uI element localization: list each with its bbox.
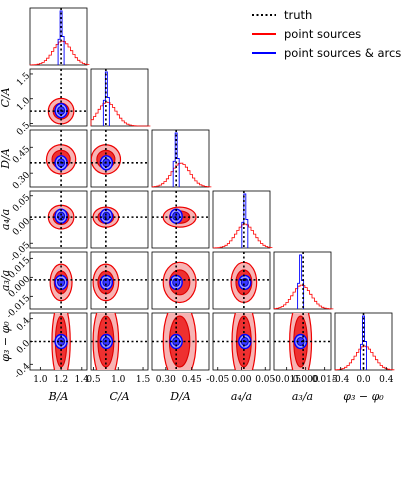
y-tick-label: 0.05 (11, 193, 32, 214)
panel-a-a-vs- (273, 312, 332, 371)
histogram-arcs (172, 132, 180, 187)
histogram-arcs (360, 315, 367, 370)
panel-a-a-vs- (212, 312, 271, 371)
corner-panels: 1.0 1.2 1.4B/A0.5 1.0 1.5C/A0.30 0.45D/A-0.05… (0, 7, 395, 403)
x-tick-label: 1.4 (75, 375, 90, 385)
x-tick-label: -0.4 (332, 375, 350, 385)
contours (230, 261, 258, 304)
y-axis-label: a₃/a (0, 270, 12, 291)
legend-point-sources-label: point sources (284, 27, 361, 41)
panel-d-a-vs- (151, 312, 210, 371)
panel-d-a-vs-a-a (151, 190, 210, 249)
x-tick-label: 0.45 (182, 375, 202, 385)
panel-b-a-vs-a-a (29, 251, 88, 310)
x-tick-label: 0.30 (156, 375, 176, 385)
x-tick-label: 0.05 (255, 375, 275, 385)
x-tick-label: -0.05 (206, 375, 229, 385)
histogram-point-sources (273, 284, 334, 310)
x-tick-label: 1.0 (33, 375, 48, 385)
histogram-arcs (241, 193, 249, 248)
y-tick-label: 0.45 (11, 144, 32, 165)
panel--vs- (334, 312, 395, 371)
histogram-arcs (57, 10, 65, 65)
panel-a-a-vs-a-a (212, 251, 271, 310)
x-tick-label: 0.00 (231, 375, 251, 385)
contours (47, 204, 75, 230)
legend-truth-label: truth (284, 8, 312, 22)
y-axis-label: C/A (0, 87, 12, 107)
contour-arcs-inner (57, 211, 66, 221)
panel-b-a-vs-d-a (29, 129, 88, 188)
x-axis-label: a₃/a (292, 390, 313, 403)
contour-arcs-inner (102, 211, 111, 221)
histogram-arcs (102, 71, 110, 126)
x-axis-label: C/A (109, 390, 129, 403)
panel-b-a-vs-b-a (29, 7, 90, 66)
contours (162, 261, 197, 304)
histogram-point-sources (90, 101, 151, 127)
y-tick-label: -0.4 (13, 361, 33, 381)
panel-b-a-vs-a-a (29, 190, 88, 249)
y-axis-label: D/A (0, 148, 12, 170)
x-axis-label: a₄/a (231, 390, 252, 403)
panel-d-a-vs-a-a (151, 251, 210, 310)
x-axis-label: φ₃ − φ₀ (343, 390, 384, 403)
contours (289, 313, 313, 370)
x-axis-label: D/A (169, 390, 191, 403)
x-tick-label: -0.015 (272, 375, 301, 385)
x-tick-label: 1.2 (54, 375, 68, 385)
x-tick-label: 0.000 (293, 375, 319, 385)
panel-b-a-vs- (29, 312, 88, 371)
y-tick-label: 0.30 (11, 170, 32, 191)
contours (49, 263, 73, 302)
panel-b-a-vs-c-a (29, 68, 88, 127)
panel-a-a-vs-a-a (212, 190, 273, 249)
x-tick-label: 0.4 (379, 375, 394, 385)
panel-c-a-vs-d-a (90, 129, 149, 188)
panel-c-a-vs-c-a (90, 68, 151, 127)
x-tick-label: 0.0 (356, 375, 371, 385)
panel-a-a-vs-a-a (273, 251, 334, 310)
x-axis-label: B/A (48, 390, 69, 403)
x-tick-label: 0.015 (312, 375, 338, 385)
x-tick-label: 1.5 (136, 375, 151, 385)
y-axis-label: φ₃ − φ₀ (0, 321, 12, 362)
panel-c-a-vs-a-a (90, 251, 149, 310)
histogram-point-sources (151, 162, 212, 188)
y-tick-label: 0.00 (11, 216, 32, 237)
x-tick-label: 0.5 (86, 375, 101, 385)
contours (91, 144, 122, 175)
legend: truth point sources point sources & arcs (252, 8, 401, 60)
y-axis-label: a₄/a (0, 209, 12, 230)
contours (45, 144, 77, 175)
x-tick-label: 1.0 (111, 375, 126, 385)
legend-arcs-label: point sources & arcs (284, 46, 401, 60)
panel-d-a-vs-d-a (151, 129, 212, 188)
contours (92, 263, 120, 302)
contour-arcs-inner (172, 277, 181, 287)
y-tick-label: -0.015 (5, 293, 33, 321)
panel-c-a-vs-a-a (90, 190, 149, 249)
contour-arcs-inner (172, 211, 181, 221)
panel-frame (151, 129, 210, 188)
panel-c-a-vs- (90, 312, 149, 371)
